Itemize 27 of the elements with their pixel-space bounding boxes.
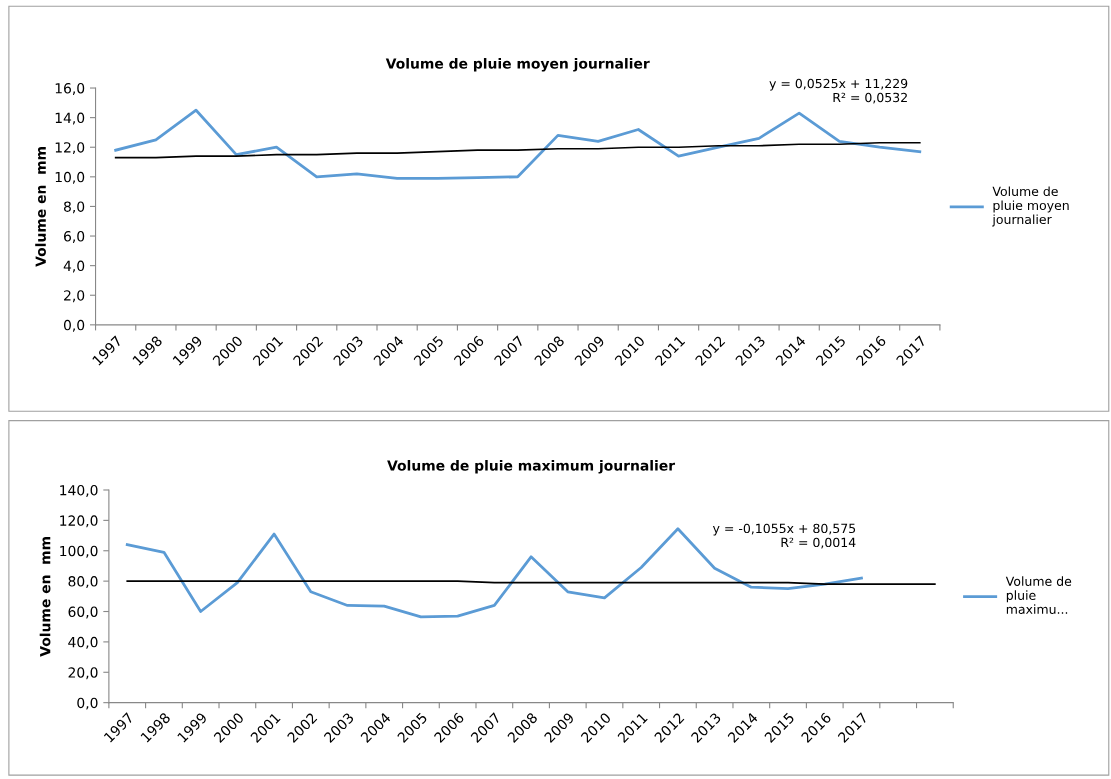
legend-label: Volume de pluie maximu... [1005, 576, 1072, 614]
y-tick-label: 40,0 [68, 636, 98, 649]
y-tick-label: 8,0 [63, 201, 85, 214]
y-tick-label: 14,0 [55, 112, 85, 125]
y-tick-label: 4,0 [63, 260, 85, 273]
chart-title: Volume de pluie moyen journalier [385, 58, 650, 72]
y-tick-label: 16,0 [55, 83, 85, 95]
y-tick-label: 100,0 [60, 545, 98, 558]
y-axis-title: Volume en mm [35, 147, 46, 267]
y-tick-label: 2,0 [64, 290, 85, 303]
legend-label: Volume de pluie moyen journalier [992, 186, 1069, 227]
line-series [114, 141, 921, 159]
y-tick-label: 140,0 [60, 484, 98, 497]
y-axis-title: Volume en mm [39, 537, 51, 657]
y-tick-label: 60,0 [68, 606, 98, 619]
y-tick-label: 80,0 [68, 576, 98, 589]
y-tick-label: 10,0 [55, 171, 85, 184]
chart-title: Volume de pluie maximum journalier [387, 459, 676, 474]
y-tick-label: 0,0 [77, 697, 98, 710]
annotation: y = 0,0525x + 11,229 R² = 0,0532 [769, 78, 908, 104]
y-tick-label: 12,0 [55, 142, 85, 155]
y-tick-label: 20,0 [68, 667, 98, 680]
y-tick-label: 120,0 [60, 515, 98, 528]
line-series [114, 108, 922, 180]
y-tick-label: 6,0 [64, 231, 85, 243]
annotation: y = -0,1055x + 80,575 R² = 0,0014 [712, 523, 856, 549]
y-tick-label: 0,0 [63, 319, 85, 332]
